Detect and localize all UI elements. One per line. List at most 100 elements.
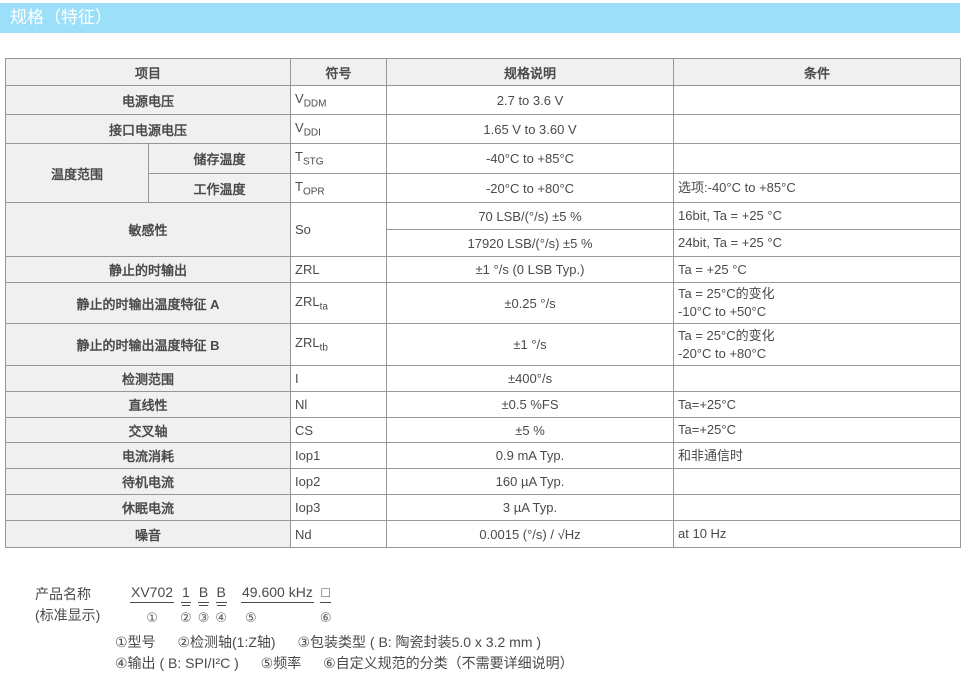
symbol-cell: I [290, 365, 388, 392]
spec-cell: ±1 °/s [386, 323, 675, 366]
spec-cell: 70 LSB/(°/s) ±5 % [386, 202, 675, 230]
condition-cell [673, 114, 962, 144]
product-code-segment: 49.600 kHz ⑤ [241, 584, 314, 626]
spec-cell: 17920 LSB/(°/s) ±5 % [386, 229, 675, 257]
spec-cell: ±0.5 %FS [386, 391, 675, 418]
table-header-row: 项目 符号 规格说明 条件 [4, 58, 962, 86]
table-row-measurement-range: 检测范围 I ±400°/s [4, 365, 962, 392]
product-code-model: XV702 [130, 584, 175, 603]
condition-cell: Ta = 25°C的变化 -10°C to +50°C [673, 282, 962, 324]
spec-cell: ±0.25 °/s [386, 282, 675, 324]
spec-cell: 3 µA Typ. [386, 494, 675, 521]
symbol-cell: TOPR [290, 173, 388, 203]
item-cell: 静止的时输出温度特征 B [4, 323, 292, 366]
spec-cell: -40°C to +85°C [386, 143, 675, 174]
spec-cell: ±5 % [386, 417, 675, 443]
spec-cell: 2.7 to 3.6 V [386, 85, 675, 115]
spec-cell: ±1 °/s (0 LSB Typ.) [386, 256, 675, 283]
product-code-legend: ①型号 ②检测轴(1:Z轴) ③包装类型 ( B: 陶瓷封装5.0 x 3.2 … [115, 632, 964, 674]
item-cell: 电源电压 [4, 85, 292, 115]
symbol-cell: ZRL [290, 256, 388, 283]
table-row-supply-voltage: 电源电压 VDDM 2.7 to 3.6 V [4, 85, 962, 115]
item-cell: 直线性 [4, 391, 292, 418]
symbol-cell: ZRLtb [290, 323, 388, 366]
col-header-symbol: 符号 [290, 58, 388, 86]
legend-custom-spec: ⑥自定义规范的分类（不需要详细说明） [323, 655, 574, 671]
legend-model: ①型号 [115, 634, 156, 650]
legend-package: ③包装类型 ( B: 陶瓷封装5.0 x 3.2 mm ) [297, 634, 542, 650]
table-row-current-consumption: 电流消耗 Iop1 0.9 mA Typ. 和非通信时 [4, 442, 962, 469]
product-code-frequency: 49.600 kHz [241, 584, 314, 603]
table-row-noise: 噪音 Nd 0.0015 (°/s) / √Hz at 10 Hz [4, 520, 962, 548]
circled-number-1: ① [146, 610, 158, 625]
condition-cell: 选项:-40°C to +85°C [673, 173, 962, 203]
circled-number-6: ⑥ [319, 610, 332, 625]
condition-cell [673, 143, 962, 174]
spec-cell: ±400°/s [386, 365, 675, 392]
symbol-cell: TSTG [290, 143, 388, 174]
product-code-segment: 1 ② [180, 584, 192, 626]
item-cell: 静止的时输出温度特征 A [4, 282, 292, 324]
product-name-label-line2: (标准显示) [35, 607, 101, 623]
item-cell: 电流消耗 [4, 442, 292, 469]
col-header-item: 项目 [4, 58, 292, 86]
spec-cell: -20°C to +80°C [386, 173, 675, 203]
item-cell: 敏感性 [4, 202, 292, 257]
item-cell: 检测范围 [4, 365, 292, 392]
section-title: 规格（特征） [10, 8, 112, 27]
condition-cell [673, 468, 962, 495]
table-row-cross-axis: 交叉轴 CS ±5 % Ta=+25°C [4, 417, 962, 443]
item-cell: 静止的时输出 [4, 256, 292, 283]
condition-cell: 24bit, Ta = +25 °C [673, 229, 962, 257]
product-name-label: 产品名称 (标准显示) [35, 584, 130, 626]
symbol-cell: ZRLta [290, 282, 388, 324]
product-naming-section: 产品名称 (标准显示) XV702 ① 1 ② B ③ B ④ [35, 584, 964, 674]
table-row-zero-rate-output: 静止的时输出 ZRL ±1 °/s (0 LSB Typ.) Ta = +25 … [4, 256, 962, 283]
product-code: XV702 ① 1 ② B ③ B ④ 49.600 kHz ⑤ [130, 584, 338, 626]
legend-line-1: ①型号 ②检测轴(1:Z轴) ③包装类型 ( B: 陶瓷封装5.0 x 3.2 … [115, 632, 964, 653]
table-row-standby-current: 待机电流 Iop2 160 µA Typ. [4, 468, 962, 495]
item-cell: 交叉轴 [4, 417, 292, 443]
item-cell: 噪音 [4, 520, 292, 548]
table-row-storage-temp: 温度范围 储存温度 TSTG -40°C to +85°C [5, 143, 962, 203]
product-code-segment: B ④ [215, 584, 227, 626]
symbol-cell: So [290, 202, 388, 257]
symbol-cell: Iop3 [290, 494, 388, 521]
product-code-custom-box: □ [320, 584, 331, 603]
condition-cell: 和非通信时 [673, 442, 962, 469]
item-cell: 待机电流 [4, 468, 292, 495]
symbol-cell: Nd [290, 520, 388, 548]
spec-cell: 0.9 mA Typ. [386, 442, 675, 469]
legend-frequency: ⑤频率 [260, 655, 302, 671]
circled-number-3: ③ [197, 610, 210, 625]
spec-cell: 1.65 V to 3.60 V [386, 114, 675, 144]
product-name-label-line1: 产品名称 [35, 586, 91, 602]
symbol-cell: Nl [290, 391, 388, 418]
legend-axis: ②检测轴(1:Z轴) [177, 634, 276, 650]
spec-cell: 0.0015 (°/s) / √Hz [386, 520, 675, 548]
circled-number-4: ④ [215, 610, 228, 625]
symbol-cell: VDDI [290, 114, 388, 144]
condition-cell [673, 494, 962, 521]
table-row-linearity: 直线性 Nl ±0.5 %FS Ta=+25°C [4, 391, 962, 418]
table-row-sleep-current: 休眠电流 Iop3 3 µA Typ. [4, 494, 962, 521]
circled-number-5: ⑤ [245, 610, 257, 625]
spec-cell: 160 µA Typ. [386, 468, 675, 495]
product-code-axis: 1 [180, 584, 191, 606]
section-title-bar: 规格（特征） [0, 3, 960, 33]
item-group-cell: 温度范围 [5, 143, 149, 203]
symbol-cell: CS [290, 417, 388, 443]
legend-line-2: ④输出 ( B: SPI/I²C ) ⑤频率 ⑥自定义规范的分类（不需要详细说明… [115, 653, 964, 674]
item-cell: 休眠电流 [4, 494, 292, 521]
condition-cell [673, 85, 962, 115]
circled-number-2: ② [180, 610, 192, 625]
condition-cell: Ta = 25°C的变化 -20°C to +80°C [673, 323, 962, 366]
product-code-package: B [197, 584, 210, 606]
col-header-condition: 条件 [673, 58, 962, 86]
table-row-sensitivity-16bit: 敏感性 So 70 LSB/(°/s) ±5 % 16bit, Ta = +25… [4, 202, 962, 257]
table-row-interface-voltage: 接口电源电压 VDDI 1.65 V to 3.60 V [4, 114, 962, 144]
condition-cell: Ta=+25°C [673, 391, 962, 418]
legend-output: ④输出 ( B: SPI/I²C ) [115, 655, 239, 671]
condition-cell: 16bit, Ta = +25 °C [673, 202, 962, 230]
col-header-spec: 规格说明 [386, 58, 675, 86]
